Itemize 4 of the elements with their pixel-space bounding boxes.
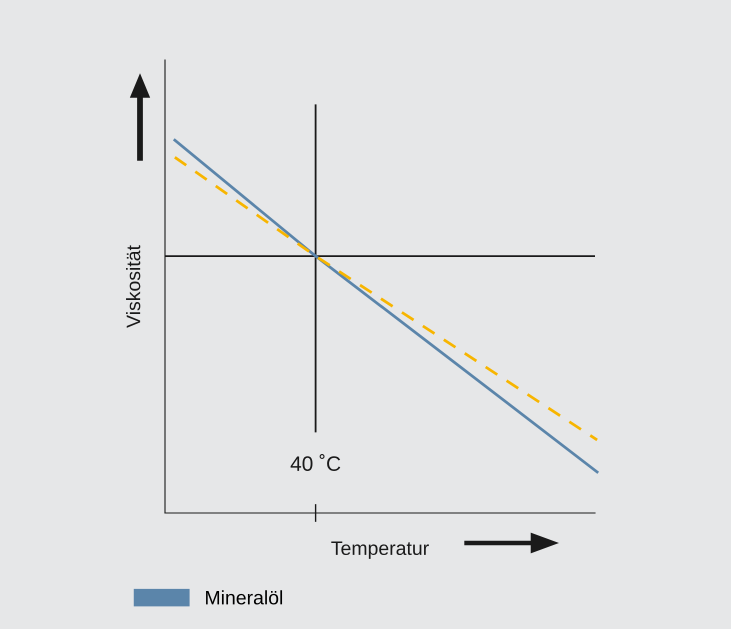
x-axis-title: Temperatur bbox=[331, 541, 429, 559]
annotation: 40 ˚C bbox=[290, 454, 340, 472]
y-axis-title: Viskosität bbox=[126, 245, 140, 328]
legend-label: Mineralöl bbox=[206, 590, 282, 605]
